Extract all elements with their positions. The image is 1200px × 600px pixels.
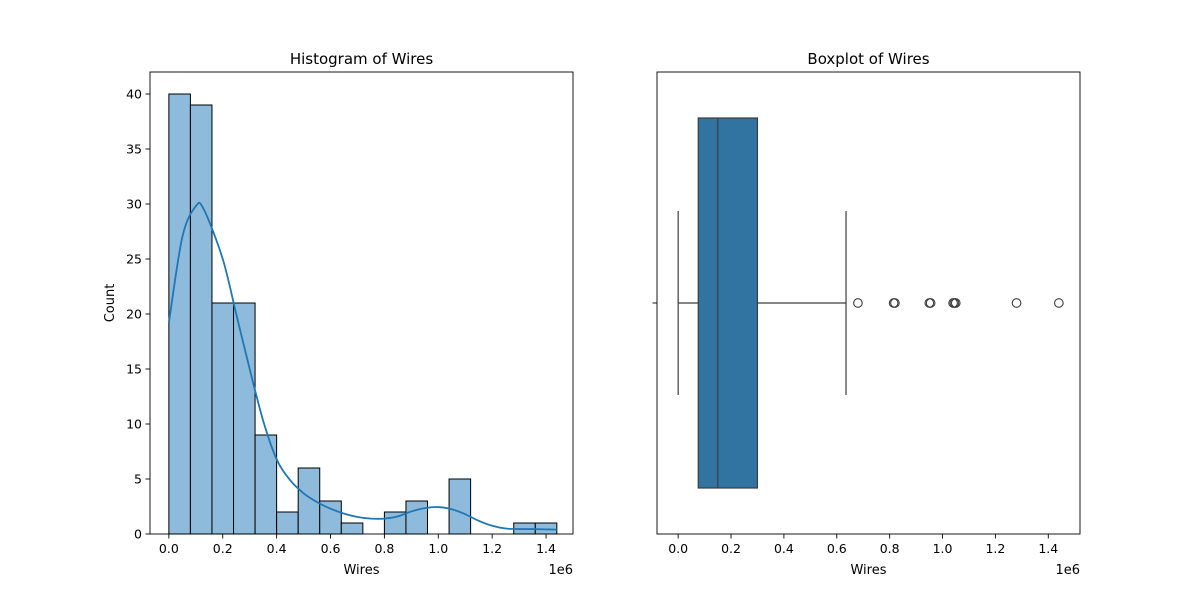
histogram-bar bbox=[211, 302, 235, 535]
kde-curve bbox=[167, 201, 557, 531]
x-tick-label: 1.2 bbox=[985, 541, 1005, 556]
x-tick-label: 0.0 bbox=[668, 541, 688, 556]
x-tick-label: 1.4 bbox=[1038, 541, 1058, 556]
histogram-chart: Histogram of Wires 0.0 0.2 0.4 0.6 0.8 1.0 1.2… bbox=[103, 50, 574, 578]
y-tick-label: 30 bbox=[126, 197, 142, 212]
histogram-bar bbox=[168, 93, 191, 535]
histogram-bar bbox=[189, 104, 213, 535]
x-tick-label: 1.2 bbox=[482, 541, 502, 556]
x-tick-label: 0.8 bbox=[374, 541, 394, 556]
outlier-point bbox=[925, 298, 936, 308]
x-tick-label: 1.4 bbox=[536, 541, 556, 556]
histogram-x-label: Wires bbox=[343, 563, 379, 578]
histogram-x-offset: 1e6 bbox=[548, 563, 573, 578]
histogram-bar bbox=[233, 302, 256, 535]
x-tick-label: 1.0 bbox=[933, 541, 953, 556]
y-tick-label: 10 bbox=[126, 417, 142, 432]
y-tick-label: 0 bbox=[134, 527, 142, 542]
x-tick-label: 0.4 bbox=[267, 541, 287, 556]
x-tick-label: 0.0 bbox=[159, 541, 179, 556]
y-tick-label: 5 bbox=[134, 472, 142, 487]
y-tick-label: 15 bbox=[126, 362, 142, 377]
outlier-point bbox=[890, 298, 900, 308]
boxplot-chart: Boxplot of Wires 0.0 0.2 0.4 0.6 0.8 1.0 1.2 1.… bbox=[652, 50, 1081, 578]
y-tick-label: 25 bbox=[126, 252, 142, 267]
x-tick-label: 0.2 bbox=[213, 541, 233, 556]
histogram-y-ticks: 0 5 10 15 20 25 30 35 40 bbox=[126, 87, 150, 542]
histogram-title: Histogram of Wires bbox=[290, 50, 434, 68]
histogram-frame bbox=[149, 71, 574, 535]
y-tick-label: 40 bbox=[126, 87, 142, 102]
boxplot-x-ticks: 0.0 0.2 0.4 0.6 0.8 1.0 1.2 1.4 bbox=[668, 534, 1058, 556]
outlier-point bbox=[853, 298, 863, 308]
histogram-bars bbox=[168, 93, 558, 535]
x-tick-label: 0.2 bbox=[721, 541, 741, 556]
x-tick-label: 0.4 bbox=[774, 541, 794, 556]
x-tick-label: 0.8 bbox=[880, 541, 900, 556]
histogram-bar bbox=[405, 500, 429, 535]
boxplot-x-offset: 1e6 bbox=[1055, 563, 1080, 578]
x-tick-label: 1.0 bbox=[428, 541, 448, 556]
histogram-y-label: Count bbox=[103, 284, 118, 323]
iqr-box bbox=[697, 117, 759, 489]
outlier-point bbox=[950, 298, 961, 308]
x-tick-label: 0.6 bbox=[827, 541, 847, 556]
histogram-bar bbox=[340, 522, 364, 535]
boxplot-x-label: Wires bbox=[850, 563, 886, 578]
y-tick-label: 35 bbox=[126, 142, 142, 157]
histogram-bar bbox=[448, 478, 472, 535]
outlier-point bbox=[1011, 298, 1022, 308]
boxplot-elements bbox=[677, 117, 1064, 489]
y-tick-label: 20 bbox=[126, 307, 142, 322]
x-tick-label: 0.6 bbox=[321, 541, 341, 556]
outlier-point bbox=[1053, 298, 1064, 308]
boxplot-title: Boxplot of Wires bbox=[807, 50, 929, 68]
histogram-bar bbox=[276, 511, 299, 535]
histogram-x-ticks: 0.0 0.2 0.4 0.6 0.8 1.0 1.2 1.4 bbox=[159, 534, 556, 556]
